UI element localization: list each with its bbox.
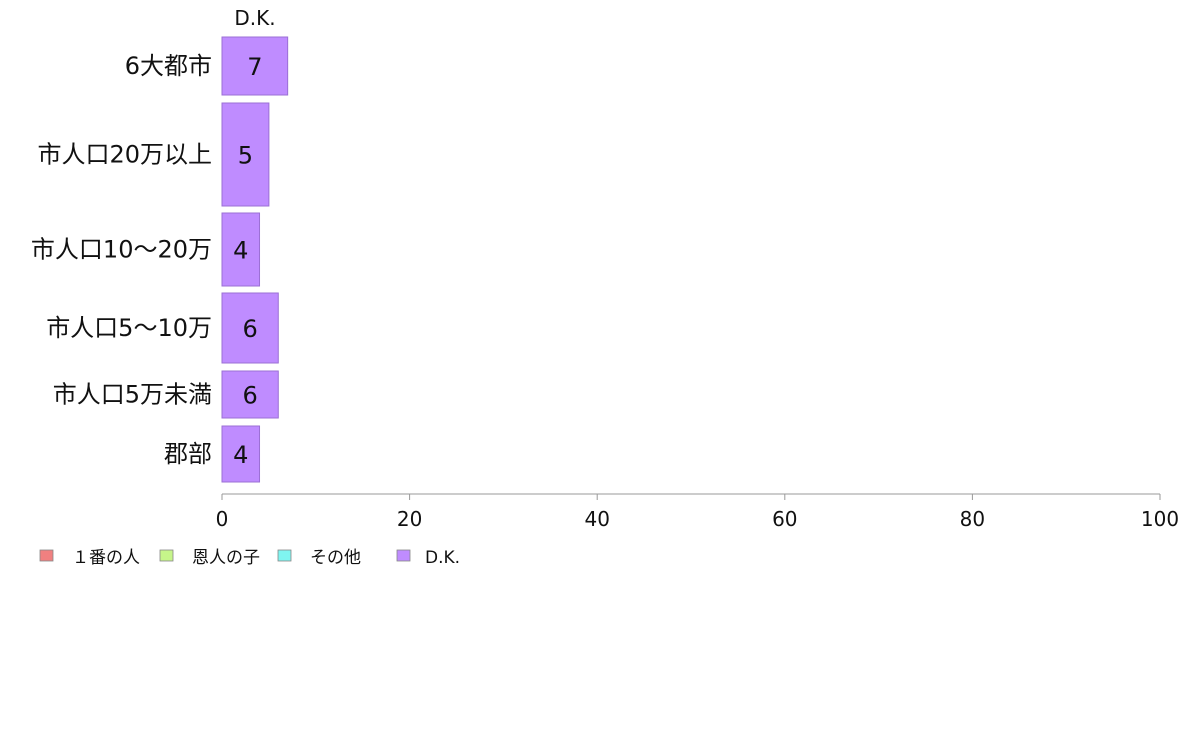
category-label: 市人口5万未満: [53, 381, 212, 409]
x-tick-label: 40: [584, 507, 609, 531]
bar: [221, 102, 270, 207]
data-label: 6: [242, 315, 257, 343]
x-tick-label: 0: [216, 507, 229, 531]
legend-swatch: [39, 549, 54, 562]
data-label: 4: [233, 237, 248, 265]
data-label: 6: [242, 382, 257, 410]
category-label: 6大都市: [125, 52, 212, 80]
legend-label: １番の人: [72, 548, 140, 568]
x-tick-label: 80: [960, 507, 985, 531]
legend-swatch: [277, 549, 292, 562]
legend-swatch: [159, 549, 174, 562]
category-label: 市人口5〜10万: [46, 314, 212, 342]
category-label: 市人口20万以上: [37, 141, 212, 169]
legend-label: D.K.: [425, 548, 460, 568]
bar: [221, 212, 261, 287]
category-label: 市人口10〜20万: [31, 236, 212, 264]
data-label: 5: [238, 142, 253, 170]
x-tick-label: 20: [397, 507, 422, 531]
series-top-label: D.K.: [234, 6, 275, 30]
bar: [221, 292, 279, 364]
bar: [221, 36, 289, 96]
bar: [221, 425, 261, 483]
data-label: 7: [247, 53, 262, 81]
legend-label: 恩人の子: [192, 548, 260, 568]
category-label: 郡部: [164, 440, 212, 468]
x-tick-label: 60: [772, 507, 797, 531]
legend-label: その他: [310, 548, 361, 568]
data-label: 4: [233, 441, 248, 469]
x-tick-label: 100: [1141, 507, 1179, 531]
bar: [221, 370, 279, 419]
legend-swatch: [396, 549, 411, 562]
